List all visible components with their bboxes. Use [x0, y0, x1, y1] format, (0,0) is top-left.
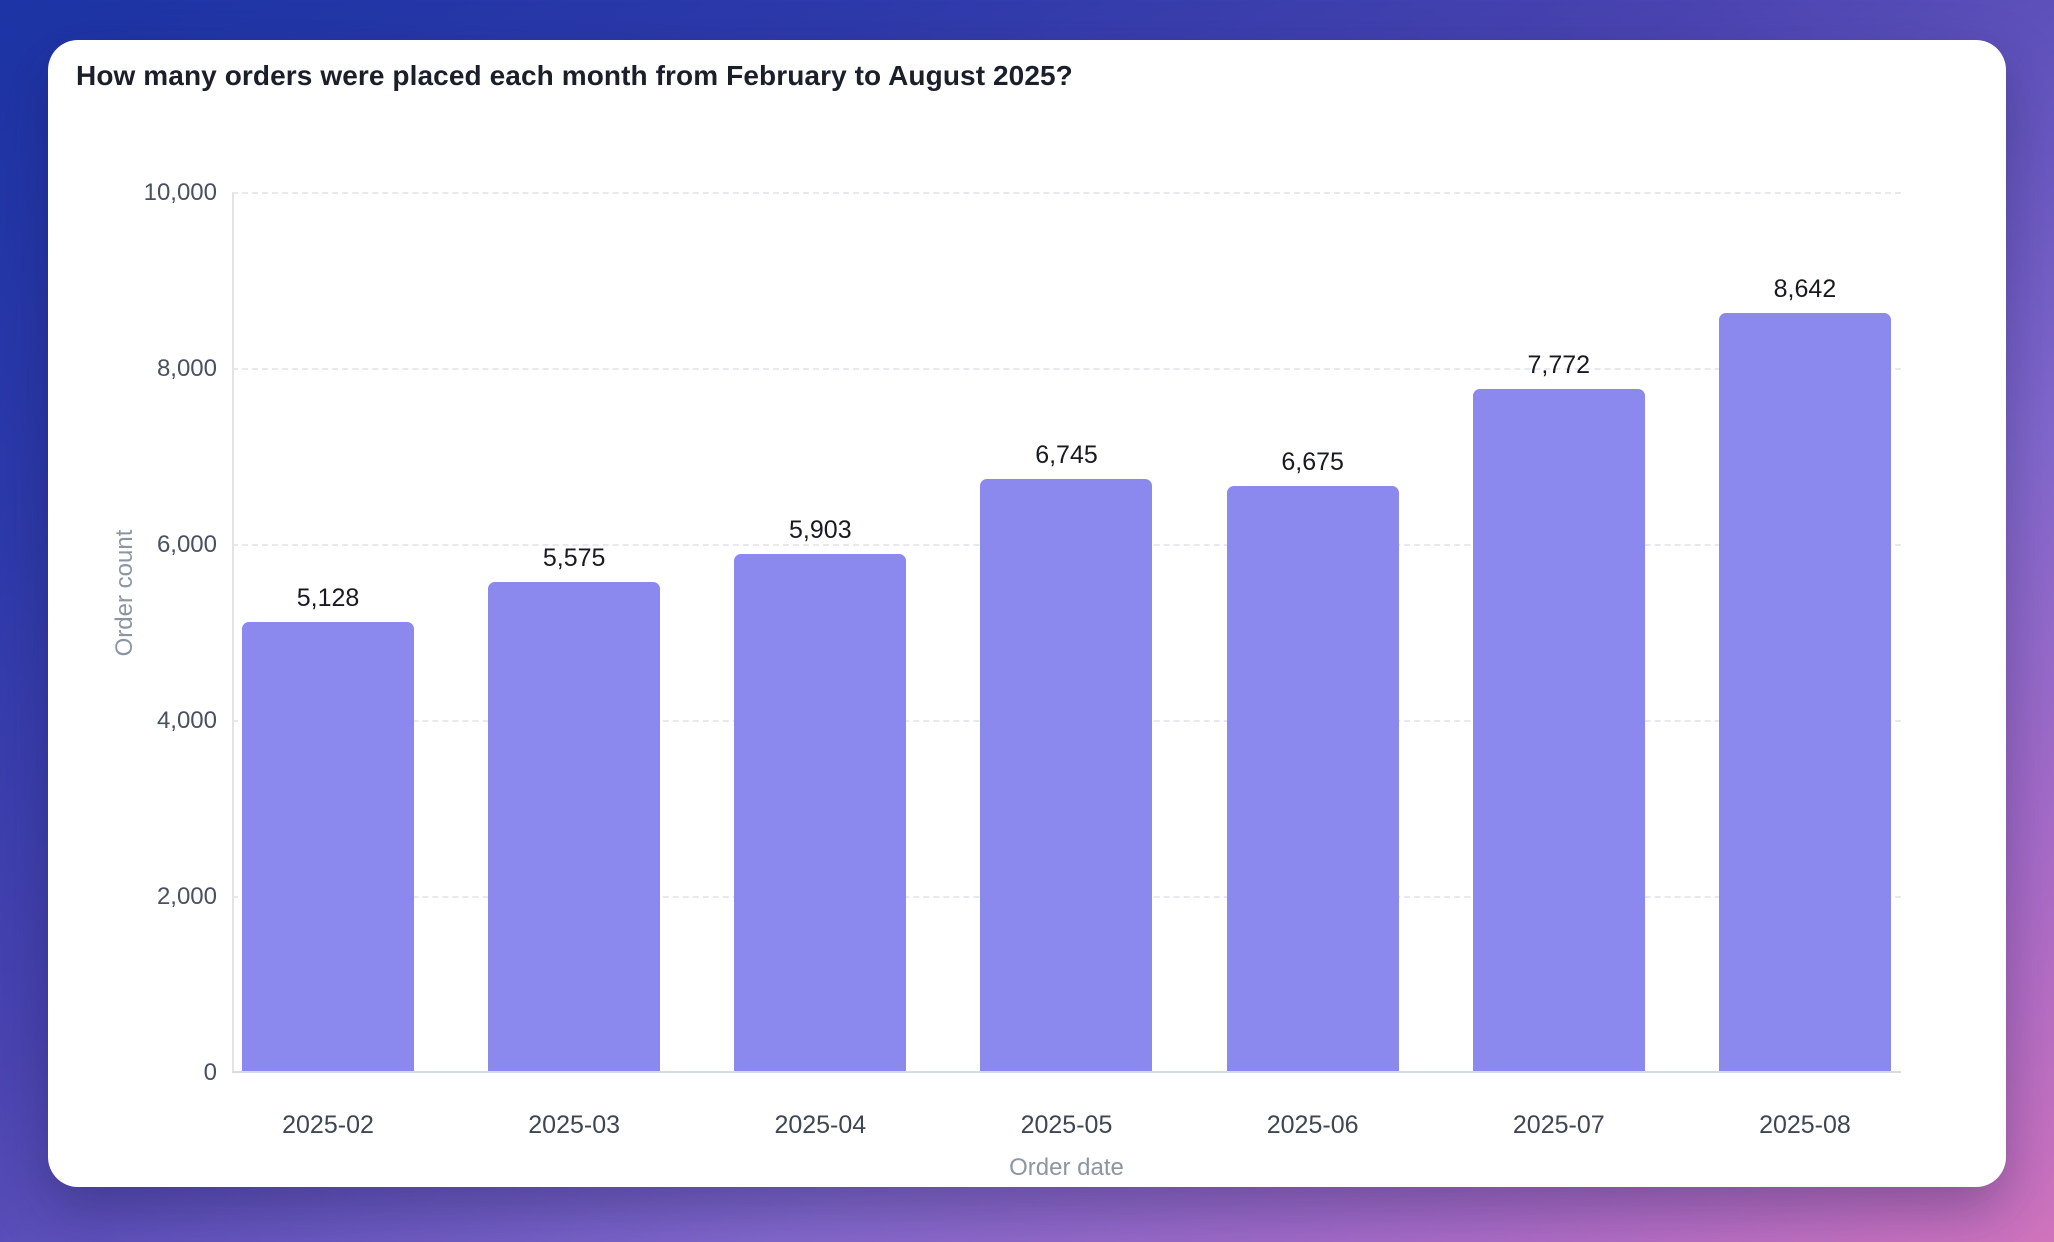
y-axis-line: [232, 193, 234, 1073]
y-tick-label: 0: [203, 1059, 217, 1086]
x-tick-label: 2025-05: [1020, 1111, 1113, 1139]
x-tick-label: 2025-08: [1759, 1111, 1851, 1139]
x-tick-label: 2025-06: [1266, 1111, 1359, 1139]
y-tick-label: 4,000: [156, 707, 217, 734]
x-tick-label: 2025-04: [774, 1111, 867, 1139]
bar-2025-06: [1226, 485, 1399, 1073]
bar-2025-05: [980, 479, 1153, 1073]
y-tick-label: 2,000: [156, 883, 217, 910]
y-tick-label: 10,000: [143, 179, 217, 206]
bar-value-label: 5,128: [296, 583, 360, 612]
bar-column: 6,675: [1226, 193, 1399, 1073]
bar-value-label: 7,772: [1527, 351, 1591, 380]
bar-value-label: 6,745: [1035, 441, 1098, 470]
bar-2025-04: [734, 553, 907, 1073]
bar-2025-08: [1718, 312, 1891, 1073]
bar-value-label: 5,903: [789, 515, 852, 544]
gridline: [232, 192, 1901, 194]
x-tick-label: 2025-07: [1512, 1111, 1605, 1139]
bars-row: 5,128 5,575 5,903 6,745 6,675 7,772 8,642: [232, 193, 1901, 1073]
plot-area: 5,128 5,575 5,903 6,745 6,675 7,772 8,642: [232, 192, 1901, 1073]
y-axis-tick-labels: 0 2,000 4,000 6,000 8,000 10,000: [87, 180, 217, 1086]
bar-value-label: 6,675: [1281, 447, 1344, 476]
x-axis-line: [232, 1071, 1901, 1073]
chart-title: How many orders were placed each month f…: [76, 60, 1073, 91]
x-axis-title: Order date: [1009, 1154, 1124, 1181]
y-tick-label: 6,000: [156, 531, 217, 558]
gridline: [232, 368, 1901, 370]
x-tick-label: 2025-03: [528, 1111, 621, 1139]
bar-2025-03: [488, 582, 661, 1073]
chart-card: How many orders were placed each month f…: [48, 40, 2006, 1187]
bar-2025-07: [1472, 389, 1645, 1073]
bar-value-label: 8,642: [1773, 274, 1837, 303]
bar-column: 5,128: [242, 193, 414, 1073]
bar-column: 5,903: [734, 193, 907, 1073]
y-tick-label: 8,000: [156, 355, 217, 382]
bar-column: 7,772: [1472, 193, 1645, 1073]
bar-column: 5,575: [488, 193, 661, 1073]
x-tick-label: 2025-02: [282, 1111, 374, 1139]
bar-column: 6,745: [980, 193, 1153, 1073]
bar-value-label: 5,575: [542, 544, 606, 573]
bar-column: 8,642: [1718, 193, 1891, 1073]
bar-2025-02: [242, 621, 414, 1073]
x-axis-tick-labels: 2025-02 2025-03 2025-04 2025-05 2025-06 2025-…: [232, 1110, 1901, 1140]
